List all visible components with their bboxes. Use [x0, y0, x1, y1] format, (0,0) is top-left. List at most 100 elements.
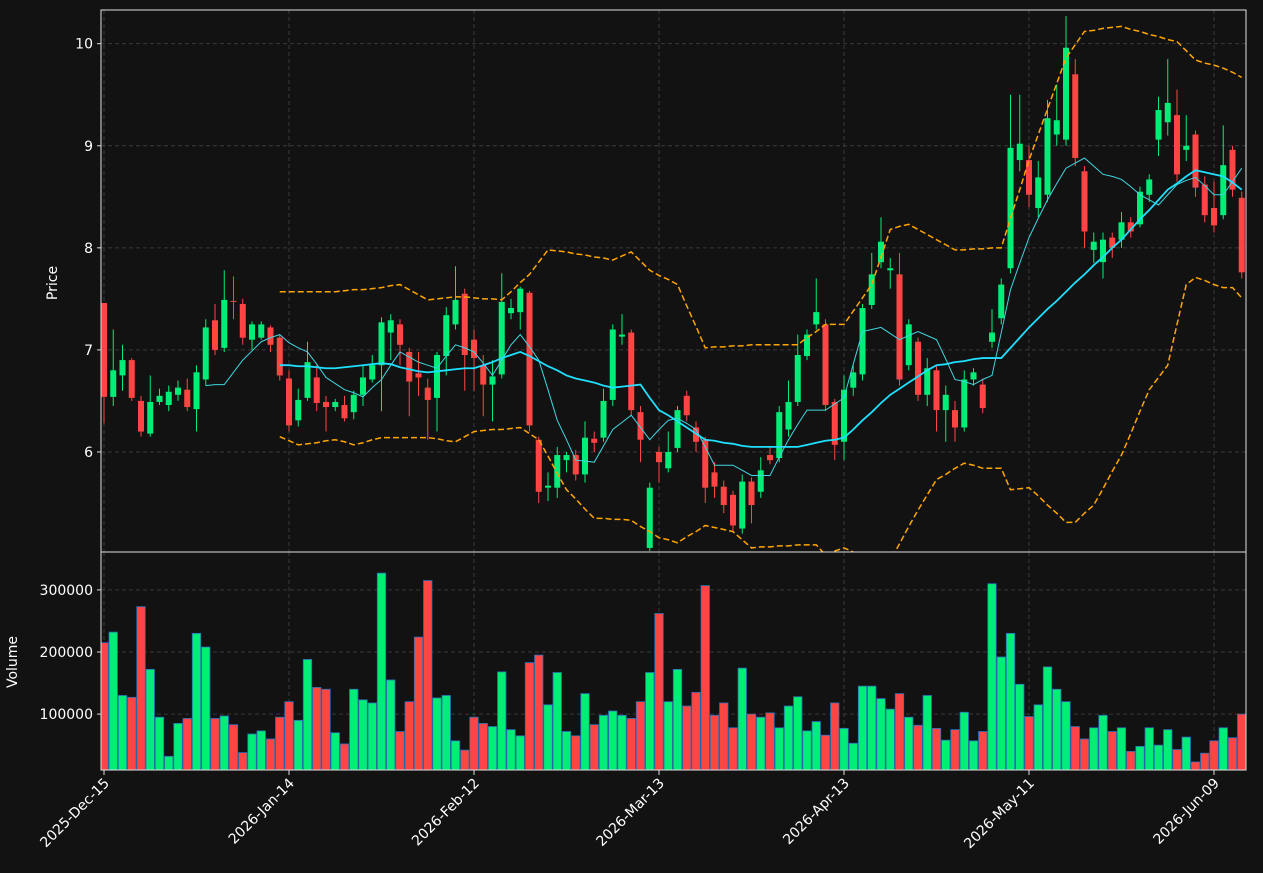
candle-body	[989, 332, 995, 342]
volume-bar	[709, 714, 720, 770]
volume-bar	[284, 701, 294, 770]
candle-body	[979, 384, 986, 409]
volume-bar	[515, 735, 525, 770]
candle-body	[369, 365, 376, 380]
volume-bar	[876, 698, 886, 770]
volume-bar	[848, 742, 858, 770]
y-axis-label: Price	[45, 266, 61, 300]
candle-body	[674, 410, 681, 448]
candle-body	[1100, 239, 1106, 263]
candle-body	[831, 401, 838, 445]
volume-bar	[922, 695, 932, 770]
candle-body	[859, 308, 866, 375]
volume-bar	[820, 734, 831, 770]
candle-body	[1053, 120, 1060, 135]
candle-body	[1007, 147, 1014, 269]
volume-bar	[645, 672, 655, 770]
volume-bar	[1153, 744, 1164, 770]
volume-bar	[1024, 716, 1034, 770]
candle-body	[952, 410, 958, 428]
volume-bar	[487, 726, 498, 770]
volume-bar	[265, 738, 276, 770]
candle-body	[545, 485, 551, 488]
volume-bar	[330, 732, 340, 770]
candle-body	[1026, 160, 1032, 195]
volume-bar	[1061, 701, 1071, 770]
volume-bar	[1079, 738, 1090, 770]
volume-bar	[719, 702, 729, 770]
candle-body	[212, 320, 218, 350]
volume-bar	[830, 702, 840, 770]
candle-body	[295, 399, 302, 421]
candle-body	[1238, 197, 1245, 273]
volume-bar	[432, 697, 442, 770]
candle-body	[683, 395, 690, 416]
band-line	[279, 25, 1243, 349]
candle-body	[619, 334, 625, 337]
volume-bar	[506, 729, 516, 770]
volume-bar	[154, 716, 165, 770]
volume-bar	[626, 718, 636, 770]
volume-bar	[275, 716, 285, 770]
volume-bar	[1190, 761, 1201, 770]
volume-bar	[1052, 688, 1062, 770]
y-tick-label: 8	[84, 241, 93, 257]
candle-body	[748, 481, 755, 506]
volume-bar	[127, 696, 137, 770]
volume-bar	[793, 696, 803, 770]
candle-body	[942, 394, 949, 411]
candle-body	[637, 412, 644, 440]
volume-bar	[117, 695, 128, 770]
volume-bar	[441, 695, 451, 770]
candle-body	[1044, 118, 1051, 195]
y-tick-label: 10	[75, 37, 93, 53]
candle-body	[628, 332, 635, 411]
candle-body	[998, 284, 1005, 319]
candle-body	[563, 455, 570, 461]
volume-bar	[598, 714, 609, 770]
volume-bar	[904, 716, 914, 770]
y-tick-label: 9	[84, 139, 93, 155]
volume-bar	[256, 730, 266, 770]
candle-body	[110, 370, 117, 397]
volume-bar	[386, 679, 396, 770]
volume-bar	[765, 712, 775, 770]
candle-body	[656, 451, 662, 463]
candle-body	[896, 274, 903, 380]
volume-bar	[367, 702, 377, 770]
candle-body	[785, 401, 792, 430]
volume-bar	[811, 721, 821, 770]
y-tick-label: 7	[84, 343, 93, 359]
candle-body	[776, 412, 783, 459]
candle-body	[471, 339, 477, 359]
volume-bar	[802, 730, 812, 770]
candle-body	[1220, 165, 1227, 216]
volume-plot	[101, 572, 1246, 770]
candle-body	[1137, 191, 1143, 225]
volume-bar	[839, 727, 849, 770]
candle-body	[933, 370, 940, 411]
volume-bar	[580, 693, 590, 770]
volume-bar	[1070, 726, 1080, 770]
candle-body	[646, 487, 653, 548]
candle-body	[276, 337, 283, 376]
candle-body	[1201, 184, 1208, 216]
candle-body	[794, 355, 801, 402]
volume-bar	[968, 740, 979, 770]
candle-body	[286, 378, 292, 426]
volume-bar	[978, 731, 988, 770]
candle-body	[138, 400, 144, 432]
volume-bar	[931, 727, 942, 770]
volume-bar	[857, 685, 868, 770]
candle-body	[1081, 171, 1088, 232]
volume-bar	[182, 718, 192, 770]
volume-bar	[774, 727, 784, 770]
volume-bar	[608, 710, 618, 770]
volume-bar	[349, 688, 359, 770]
candle-body	[878, 241, 884, 263]
volume-bar	[1107, 731, 1117, 770]
candle-body	[1016, 143, 1023, 161]
volume-bar	[913, 724, 923, 770]
volume-bar	[635, 701, 646, 770]
